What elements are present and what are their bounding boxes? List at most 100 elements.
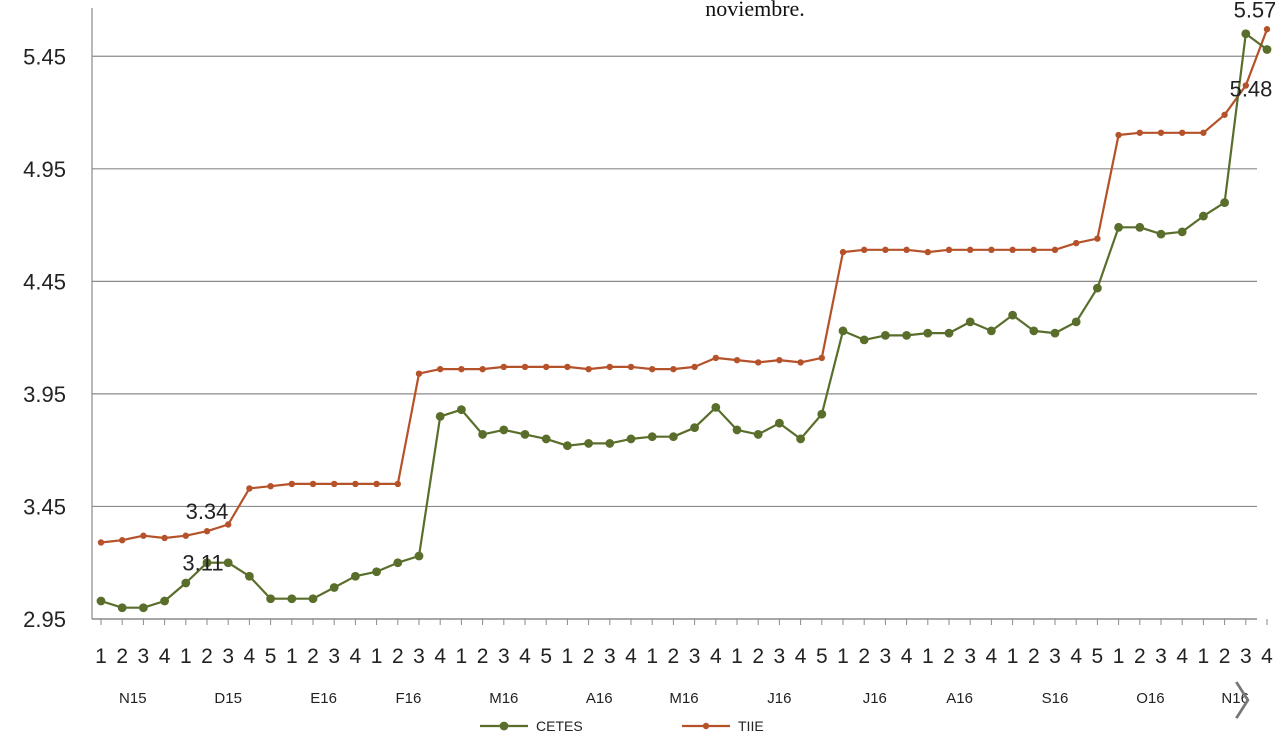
tiie-point [521, 363, 529, 371]
x-tick-label: 4 [1070, 645, 1082, 668]
tiie-point [182, 532, 189, 539]
tiie-point [331, 480, 338, 488]
cetes-point [838, 326, 848, 336]
cetes-point [669, 432, 678, 442]
month-label: M16 [489, 690, 518, 707]
tiie-point [1157, 129, 1165, 136]
tiie-point [1073, 239, 1080, 247]
tiie-point [479, 365, 486, 373]
month-labels: N15 D15 E16 F16 M16 A16 M16 J16 J16 A16 S16 O16 N16 [119, 690, 1249, 707]
cetes-point [117, 603, 127, 613]
tiie-point [246, 485, 253, 492]
tiie-point [988, 246, 995, 254]
legend-swatch-marker [702, 722, 710, 730]
legend-item-cetes: CETES [480, 718, 583, 734]
tiie-point [839, 248, 847, 256]
cetes-point [329, 583, 339, 592]
month-label: S16 [1042, 690, 1069, 707]
x-tick-label: 1 [286, 645, 298, 668]
tiie-point [161, 534, 168, 542]
cetes-point [223, 558, 233, 568]
cetes-point [414, 551, 424, 561]
data-label: 3.34 [186, 499, 229, 524]
x-tick-label: 2 [668, 645, 680, 668]
x-tick-label: 4 [350, 645, 362, 668]
tiie-point [288, 480, 295, 488]
x-tick-label: 3 [138, 645, 150, 668]
legend: CETES TIIE [480, 718, 764, 734]
data-annotations: 3.34 3.11 5.57 5.48 [182, 0, 1275, 576]
tiie-point [1136, 129, 1144, 136]
cetes-point [96, 596, 106, 606]
tiie-point [1009, 246, 1016, 254]
cetes-point [308, 594, 318, 604]
cetes-point [245, 571, 254, 581]
tiie-point [267, 482, 274, 490]
x-tick-label: 4 [625, 645, 637, 668]
month-label: O16 [1136, 690, 1164, 707]
cetes-point [287, 594, 297, 604]
cetes-point [139, 603, 148, 613]
tiie-point [352, 480, 359, 488]
month-label: N15 [119, 690, 147, 707]
tiie-point [670, 365, 677, 373]
cetes-point [1093, 283, 1102, 293]
data-label: 3.11 [182, 551, 223, 576]
chevron-right-icon[interactable]: 〉 [1233, 679, 1273, 725]
cetes-point [1050, 328, 1060, 338]
cetes-point [753, 430, 763, 439]
x-tick-label: 2 [583, 645, 595, 668]
cetes-point [647, 432, 657, 442]
cetes-point [859, 335, 869, 345]
x-tick-label: 5 [265, 645, 277, 668]
x-tick-label: 3 [689, 645, 701, 668]
legend-label: CETES [536, 718, 583, 734]
series-cetes [96, 29, 1272, 613]
cetes-point [457, 405, 466, 415]
tiie-point [1200, 129, 1207, 136]
tiie-line [100, 28, 1269, 544]
cetes-point [181, 578, 191, 588]
y-tick-label: 3.95 [23, 382, 66, 407]
y-tick-label: 2.95 [23, 607, 66, 632]
cetes-point [690, 423, 699, 433]
x-tick-label: 2 [116, 645, 128, 668]
x-tick-label: 1 [646, 645, 658, 668]
month-label: D15 [214, 690, 242, 707]
tiie-point [225, 521, 232, 528]
tiie-point [309, 480, 317, 488]
x-tick-label: 3 [498, 645, 510, 668]
cetes-point [902, 330, 911, 340]
cetes-point [478, 430, 487, 439]
y-tick-label: 4.45 [23, 269, 66, 294]
x-tick-label: 2 [307, 645, 319, 668]
x-tick-label: 1 [371, 645, 383, 668]
tiie-point [437, 365, 444, 373]
x-tick-label: 1 [837, 645, 849, 668]
tiie-point [755, 359, 762, 366]
x-tick-label: 3 [604, 645, 616, 668]
x-tick-label: 1 [456, 645, 468, 668]
month-label: A16 [586, 690, 613, 707]
x-tick-label: 1 [731, 645, 743, 668]
tiie-point [945, 246, 953, 254]
cetes-point [1262, 45, 1272, 54]
x-tick-label: 4 [244, 645, 256, 668]
y-tick-label: 4.95 [23, 157, 66, 182]
cetes-point [160, 596, 170, 606]
tiie-point [606, 363, 613, 371]
cetes-point [1071, 317, 1081, 327]
tiie-point [967, 246, 974, 254]
x-tick-label: 3 [1240, 645, 1252, 668]
chart-caption: noviembre. [705, 0, 805, 21]
x-tick-label: 4 [986, 645, 998, 668]
x-tick-label: 3 [880, 645, 892, 668]
x-tick-label: 1 [922, 645, 934, 668]
tiie-point [712, 354, 719, 362]
data-label: 5.48 [1230, 77, 1273, 102]
tiie-point [1030, 246, 1038, 254]
legend-item-tiie: TIIE [682, 718, 764, 734]
cetes-point [605, 439, 615, 448]
x-tick-label: 4 [1261, 645, 1273, 668]
